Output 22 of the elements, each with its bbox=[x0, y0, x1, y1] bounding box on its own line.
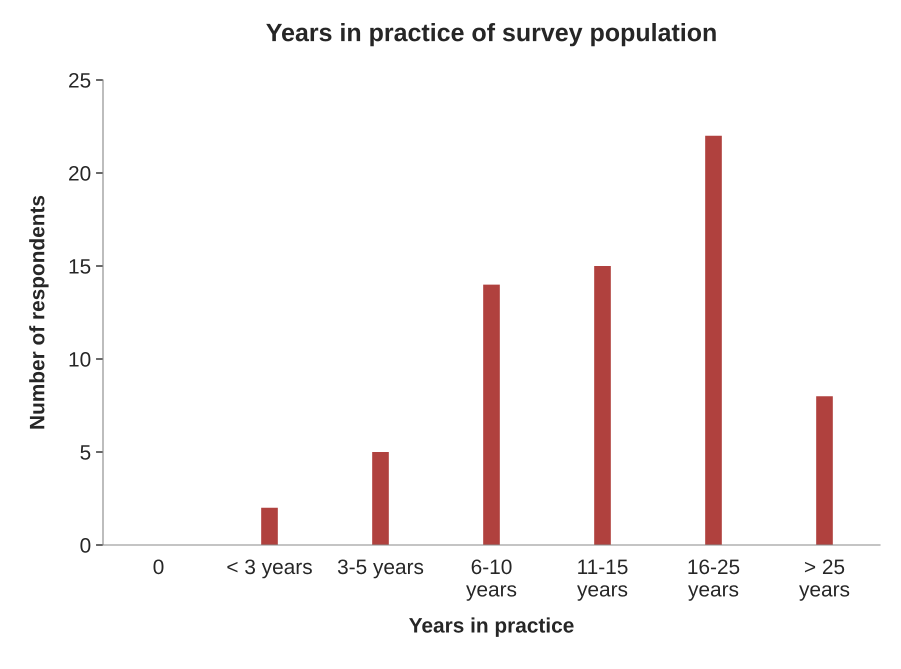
x-tick-label: 11-15 years bbox=[577, 560, 628, 601]
bar bbox=[705, 136, 722, 545]
x-tick-label: 3-5 years bbox=[338, 559, 424, 578]
x-tick-label: < 3 years bbox=[227, 559, 312, 578]
bar bbox=[372, 452, 389, 545]
y-tick-label: 5 bbox=[80, 445, 90, 460]
y-tick-label: 20 bbox=[69, 166, 90, 181]
x-tick-label: 16-25 years bbox=[688, 559, 740, 601]
y-axis-title: Number of respondents bbox=[29, 196, 49, 429]
chart-title: Years in practice of survey population bbox=[266, 22, 716, 46]
x-tick-label: > 25 years bbox=[799, 559, 850, 601]
y-tick-label: 0 bbox=[80, 538, 90, 553]
bar bbox=[594, 266, 611, 545]
x-tick-label: 6-10 years bbox=[466, 559, 516, 601]
y-tick-label: 10 bbox=[70, 352, 90, 367]
bar bbox=[483, 284, 500, 545]
bar bbox=[261, 508, 278, 545]
y-tick-label: 15 bbox=[70, 259, 90, 274]
bar bbox=[816, 396, 833, 545]
x-tick-label: 0 bbox=[154, 559, 164, 574]
y-tick-label: 25 bbox=[69, 73, 90, 88]
x-axis-title: Years in practice bbox=[409, 617, 574, 637]
